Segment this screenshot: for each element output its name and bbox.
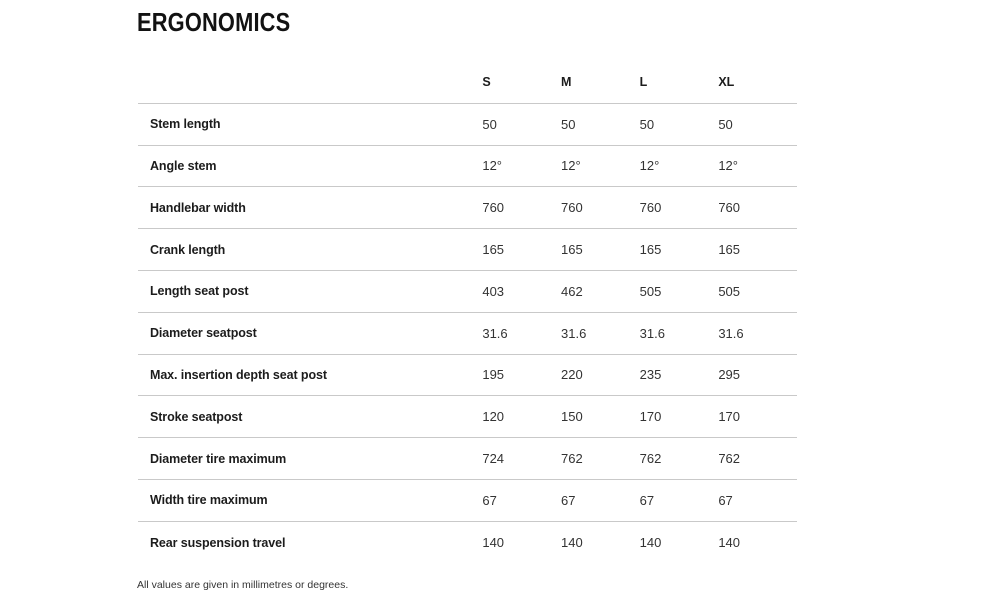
- cell-value: 12°: [561, 158, 581, 174]
- row-label: Diameter tire maximum: [150, 451, 287, 466]
- column-header: M: [561, 75, 572, 90]
- row-label: Length seat post: [150, 284, 249, 299]
- page-title: ERGONOMICS: [137, 7, 291, 37]
- cell-value: 505: [639, 283, 662, 299]
- column-header: S: [482, 75, 491, 90]
- cell-value: 220: [561, 367, 583, 383]
- cell-value: 762: [561, 451, 583, 467]
- row-label: Stem length: [150, 117, 221, 132]
- footnote: All values are given in millimetres or d…: [137, 579, 349, 591]
- cell-value: 67: [718, 492, 733, 508]
- cell-value: 760: [718, 200, 741, 216]
- cell-value: 724: [482, 451, 505, 467]
- cell-value: 165: [482, 242, 505, 258]
- cell-value: 170: [718, 409, 741, 425]
- table-row: Stem length 50 50 50 50: [138, 104, 797, 146]
- cell-value: 762: [639, 451, 662, 467]
- cell-value: 235: [639, 367, 662, 383]
- table-row: Width tire maximum 67 67 67 67: [138, 480, 797, 522]
- cell-value: 140: [482, 535, 505, 551]
- table-header-row: S M L XL: [138, 62, 797, 104]
- cell-value: 140: [561, 535, 583, 551]
- cell-value: 403: [482, 283, 505, 299]
- cell-value: 462: [561, 283, 583, 299]
- cell-value: 31.6: [639, 325, 665, 341]
- row-label: Stroke seatpost: [150, 409, 243, 424]
- cell-value: 760: [482, 200, 505, 216]
- table-row: Length seat post 403 462 505 505: [138, 271, 797, 313]
- cell-value: 67: [561, 492, 576, 508]
- cell-value: 165: [639, 242, 662, 258]
- spec-table: S M L XL Stem length 50 50 50 50 Angle stem 12° 12…: [138, 62, 797, 564]
- cell-value: 140: [639, 535, 662, 551]
- cell-value: 165: [561, 242, 583, 258]
- cell-value: 762: [718, 451, 741, 467]
- table-row: Rear suspension travel 140 140 140 140: [138, 522, 797, 564]
- row-label: Rear suspension travel: [150, 535, 286, 550]
- cell-value: 295: [718, 367, 741, 383]
- cell-value: 50: [561, 116, 576, 132]
- cell-value: 12°: [718, 158, 738, 174]
- cell-value: 31.6: [561, 325, 587, 341]
- row-label: Crank length: [150, 242, 226, 257]
- table-row: Angle stem 12° 12° 12° 12°: [138, 146, 797, 188]
- cell-value: 760: [639, 200, 662, 216]
- cell-value: 150: [561, 409, 583, 425]
- table-row: Handlebar width 760 760 760 760: [138, 187, 797, 230]
- cell-value: 67: [639, 492, 655, 508]
- cell-value: 50: [639, 116, 655, 132]
- column-header: L: [639, 75, 648, 90]
- cell-value: 195: [482, 367, 505, 383]
- row-label: Width tire maximum: [150, 493, 268, 508]
- row-label: Max. insertion depth seat post: [150, 367, 327, 382]
- cell-value: 760: [561, 200, 583, 216]
- cell-value: 31.6: [718, 325, 744, 341]
- cell-value: 67: [482, 492, 497, 508]
- column-header: XL: [718, 75, 735, 90]
- row-label: Handlebar width: [150, 200, 246, 215]
- cell-value: 12°: [482, 158, 503, 174]
- row-label: Angle stem: [150, 158, 217, 173]
- table-row: Max. insertion depth seat post 195 220 235 2…: [138, 355, 797, 397]
- cell-value: 140: [718, 535, 741, 551]
- table-row: Diameter tire maximum 724 762 762 762: [138, 438, 797, 480]
- cell-value: 170: [639, 409, 662, 425]
- cell-value: 50: [482, 116, 497, 132]
- table-row: Diameter seatpost 31.6 31.6 31.6 31.6: [138, 313, 797, 355]
- table-row: Crank length 165 165 165 165: [138, 229, 797, 271]
- row-label: Diameter seatpost: [150, 326, 257, 341]
- cell-value: 12°: [639, 158, 660, 174]
- cell-value: 31.6: [482, 325, 508, 341]
- table-row: Stroke seatpost 120 150 170 170: [138, 396, 797, 439]
- cell-value: 50: [718, 116, 733, 132]
- cell-value: 120: [482, 409, 505, 425]
- cell-value: 505: [718, 283, 741, 299]
- cell-value: 165: [718, 242, 741, 258]
